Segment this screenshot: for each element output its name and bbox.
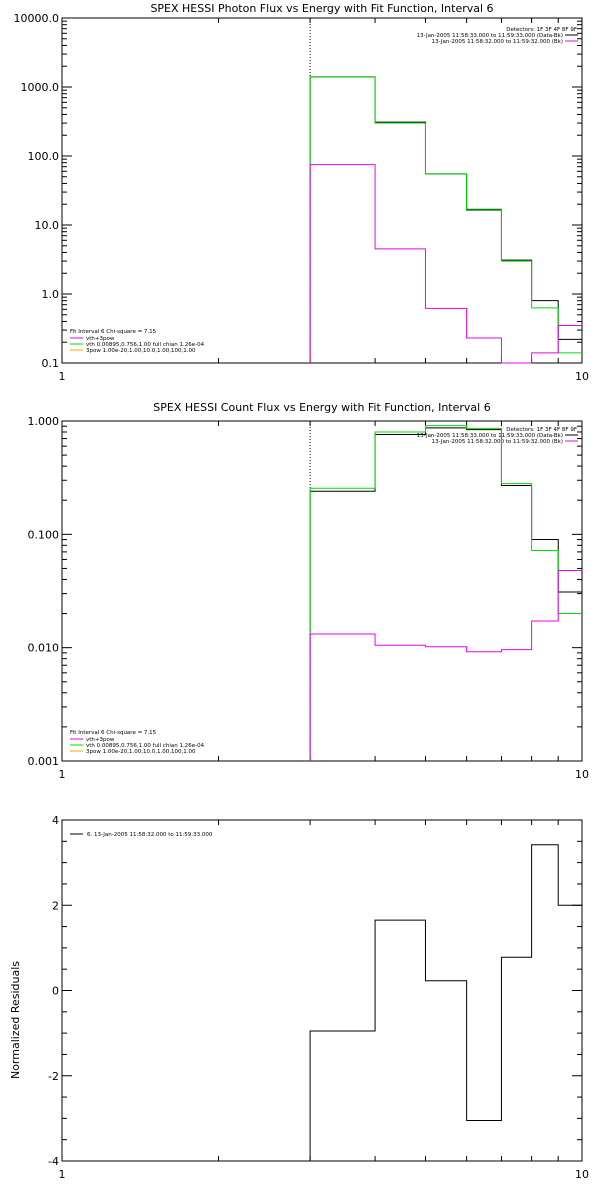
chart-2-title: SPEX HESSI Count Flux vs Energy with Fit… [153,401,490,414]
y-tick-label: 10.0 [35,219,60,232]
chart-3-frame [61,819,583,1162]
series-3-step-line [309,569,582,761]
chart-1-legend-model: vth+3pow [86,336,115,342]
y-tick-label: 0.1 [42,357,60,370]
series-3-step-line [309,164,582,364]
chart-2-marks: 1 10 0.001 0.010 0.100 1.000 [28,415,590,781]
chart-1-title: SPEX HESSI Photon Flux vs Energy with Fi… [150,2,493,15]
chart-2-legend-pow: 3pow 1.00e-20,1.00,10.0,1.00,100,1.00 [86,749,196,755]
series-1-step-line [309,844,582,1161]
series-1-step-line [309,76,582,363]
chart-1-legend-data: 13-Jan-2005 11:58:33.000 to 11:59:33.000… [417,33,563,39]
chart-1-legend-pow: 3pow 1.00e-20,1.00,10.0,1.00,100,1.00 [86,348,196,354]
chart-2-legend-detectors: Detectors: 1F 3F 4F 8F 9F [506,427,577,433]
y-tick-label: -4 [48,1155,59,1168]
y-tick-label: 0.010 [28,642,60,655]
y-tick-label: 0.001 [28,755,60,768]
x-tick-label: 10 [575,370,589,383]
chart-2-legend-model: vth+3pow [86,737,115,743]
y-tick-label: 1.000 [28,415,60,428]
x-tick-label: 10 [575,768,589,781]
y-tick-label: 0 [52,985,59,998]
chart-1-legend-vth: vth 0.00895,0.756,1.00 full chian 1.26e-… [86,342,205,348]
y-tick-label: 0.100 [28,528,60,541]
y-tick-label: 1.0 [42,288,60,301]
y-tick-label: 10000.0 [14,12,60,25]
series-1-step-line [309,427,582,761]
x-tick-label: 1 [59,370,66,383]
x-tick-label: 1 [59,1168,66,1181]
chart-3-ylabel: Normalized Residuals [9,961,22,1079]
chart-1-legend-bk: 13-Jan-2005 11:58:32.000 to 11:59:32.000… [432,39,563,45]
chart-1-marks: 1 10 0.1 1.0 10.0 100.0 1000.0 10000.0 [14,12,590,383]
chart-3-legend: 6. 13-Jan-2005 11:58:32.000 to 11:59:33.… [87,832,213,838]
chart-1-legend-fit: Fit Interval 6 Chi-square = 7.15 [70,329,157,335]
chart-3-marks: 1 10 -4 -2 0 2 4 [48,814,589,1181]
y-tick-label: -2 [48,1070,59,1083]
chart-2-frame [61,420,583,762]
chart-2-legend-vth: vth 0.00895,0.756,1.00 full chian 1.26e-… [86,743,205,749]
chart-2-legend-fit: Fit Interval 6 Chi-square = 7.15 [70,730,157,736]
chart-1-frame [61,17,583,364]
x-tick-label: 1 [59,768,66,781]
series-2-step-line [309,425,582,761]
chart-2-legend-data: 13-Jan-2005 11:58:33.000 to 11:59:33.000… [417,433,563,439]
y-tick-label: 1000.0 [21,81,60,94]
chart-2-legend-bk: 13-Jan-2005 11:58:32.000 to 11:59:32.000… [432,439,563,445]
series-2-step-line [309,76,582,363]
y-tick-label: 4 [52,814,59,827]
y-tick-label: 100.0 [28,150,60,163]
chart-1-legend-detectors: Detectors: 1F 3F 4F 8F 9F [506,27,577,33]
x-tick-label: 10 [575,1168,589,1181]
y-tick-label: 2 [52,899,59,912]
